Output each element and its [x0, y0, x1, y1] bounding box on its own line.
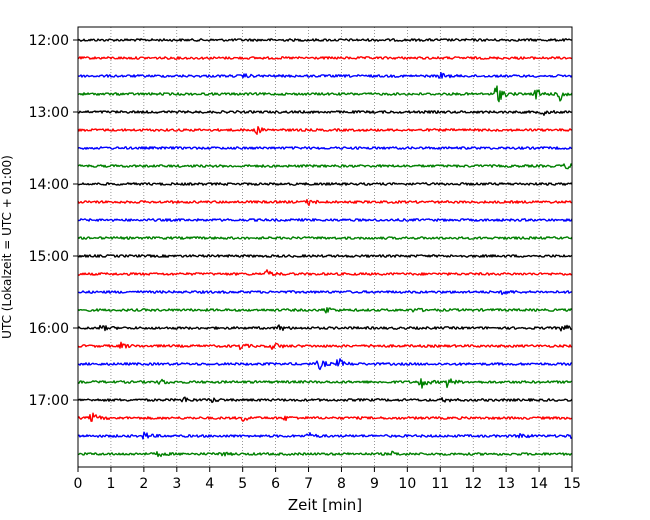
y-tick-label: 14:00	[29, 177, 69, 193]
x-tick-label: 1	[106, 476, 115, 492]
x-tick-label: 6	[271, 476, 280, 492]
x-tick-label: 0	[74, 476, 83, 492]
x-tick-label: 9	[370, 476, 379, 492]
x-tick-label: 10	[398, 476, 416, 492]
y-tick-label: 17:00	[29, 393, 69, 409]
x-tick-label: 2	[139, 476, 148, 492]
seismic-trace	[77, 431, 573, 440]
plot-frame	[77, 26, 573, 468]
seismic-trace	[77, 358, 573, 371]
y-tick-label: 16:00	[29, 321, 69, 337]
x-axis: 0 1 2 3 4 5 6 7 8 9 10 11 12 13 14 15	[74, 467, 581, 492]
x-tick-label: 5	[238, 476, 247, 492]
seismic-trace	[77, 341, 573, 351]
x-tick-label: 14	[530, 476, 548, 492]
trace-series	[77, 38, 573, 458]
y-axis: 12:00 13:00 14:00 15:00 16:00 17:00	[29, 33, 78, 409]
seismic-trace	[77, 182, 573, 186]
x-tick-label: 7	[304, 476, 313, 492]
x-tick-label: 8	[337, 476, 346, 492]
y-axis-label: UTC (Lokalzeit = UTC + 01:00)	[0, 155, 14, 339]
x-tick-label: 12	[464, 476, 482, 492]
seismic-trace	[77, 38, 573, 42]
seismic-trace	[77, 269, 573, 277]
seismic-trace	[77, 146, 573, 150]
seismic-trace	[77, 236, 573, 240]
x-axis-label: Zeit [min]	[288, 496, 362, 514]
y-tick-label: 13:00	[29, 105, 69, 121]
seismic-trace	[77, 254, 573, 258]
seismic-trace	[77, 396, 573, 404]
seismic-trace	[77, 85, 573, 103]
seismic-trace	[77, 412, 573, 422]
seismic-trace	[77, 324, 573, 332]
x-tick-label: 4	[205, 476, 214, 492]
seismic-trace	[77, 163, 573, 170]
x-tick-label: 11	[431, 476, 449, 492]
seismic-trace	[77, 109, 573, 116]
x-tick-label: 13	[497, 476, 515, 492]
seismic-trace	[77, 56, 573, 60]
x-grid	[110, 27, 540, 467]
seismic-trace	[77, 125, 573, 135]
seismic-trace	[77, 378, 573, 389]
y-tick-label: 15:00	[29, 249, 69, 265]
seismic-trace	[77, 218, 573, 222]
x-tick-label: 3	[172, 476, 181, 492]
y-tick-label: 12:00	[29, 33, 69, 49]
seismic-trace	[77, 450, 573, 458]
seismic-trace	[77, 198, 573, 207]
x-tick-label: 15	[563, 476, 581, 492]
seismic-trace	[77, 71, 573, 79]
seismic-trace	[77, 290, 573, 296]
seismic-trace	[77, 307, 573, 314]
